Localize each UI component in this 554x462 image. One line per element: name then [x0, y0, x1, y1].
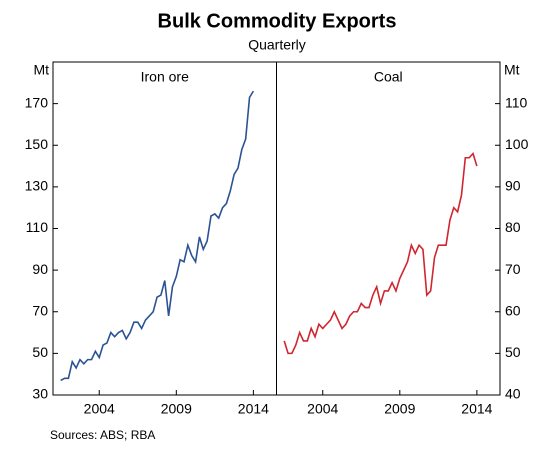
- y-tick-label: 70: [32, 302, 48, 318]
- y-tick-label: 80: [505, 219, 521, 235]
- y-tick-label: 90: [505, 178, 521, 194]
- y-tick-label: 110: [26, 219, 49, 235]
- y-tick-label: 150: [25, 136, 49, 152]
- x-tick-label: 2004: [84, 401, 115, 417]
- y-tick-label: 170: [25, 94, 49, 110]
- x-tick-label: 2014: [238, 401, 269, 417]
- y-tick-label: 100: [505, 136, 529, 152]
- y-tick-label: 110: [505, 94, 528, 110]
- x-tick-label: 2009: [384, 401, 415, 417]
- y-tick-label: 30: [32, 386, 48, 402]
- source: Sources: ABS; RBA: [50, 428, 155, 442]
- panel-title: Coal: [374, 69, 403, 85]
- series-line: [283, 152, 478, 355]
- chart-subtitle: Quarterly: [248, 37, 306, 53]
- y-tick-label: 40: [505, 386, 521, 402]
- panel-title: Iron ore: [141, 69, 189, 85]
- y-tick-label: 90: [32, 261, 48, 277]
- x-tick-label: 2014: [461, 401, 492, 417]
- x-tick-label: 2009: [161, 401, 192, 417]
- x-tick-label: 2004: [307, 401, 338, 417]
- series-line: [60, 90, 255, 382]
- y-tick-label: 50: [505, 344, 521, 360]
- y-tick-label: 130: [25, 178, 49, 194]
- y-axis-label: Mt: [33, 62, 49, 78]
- y-tick-label: 60: [505, 302, 521, 318]
- y-tick-label: 70: [505, 261, 521, 277]
- chart-title: Bulk Commodity Exports: [158, 10, 397, 32]
- y-axis-label: Mt: [504, 62, 520, 78]
- y-tick-label: 50: [32, 344, 48, 360]
